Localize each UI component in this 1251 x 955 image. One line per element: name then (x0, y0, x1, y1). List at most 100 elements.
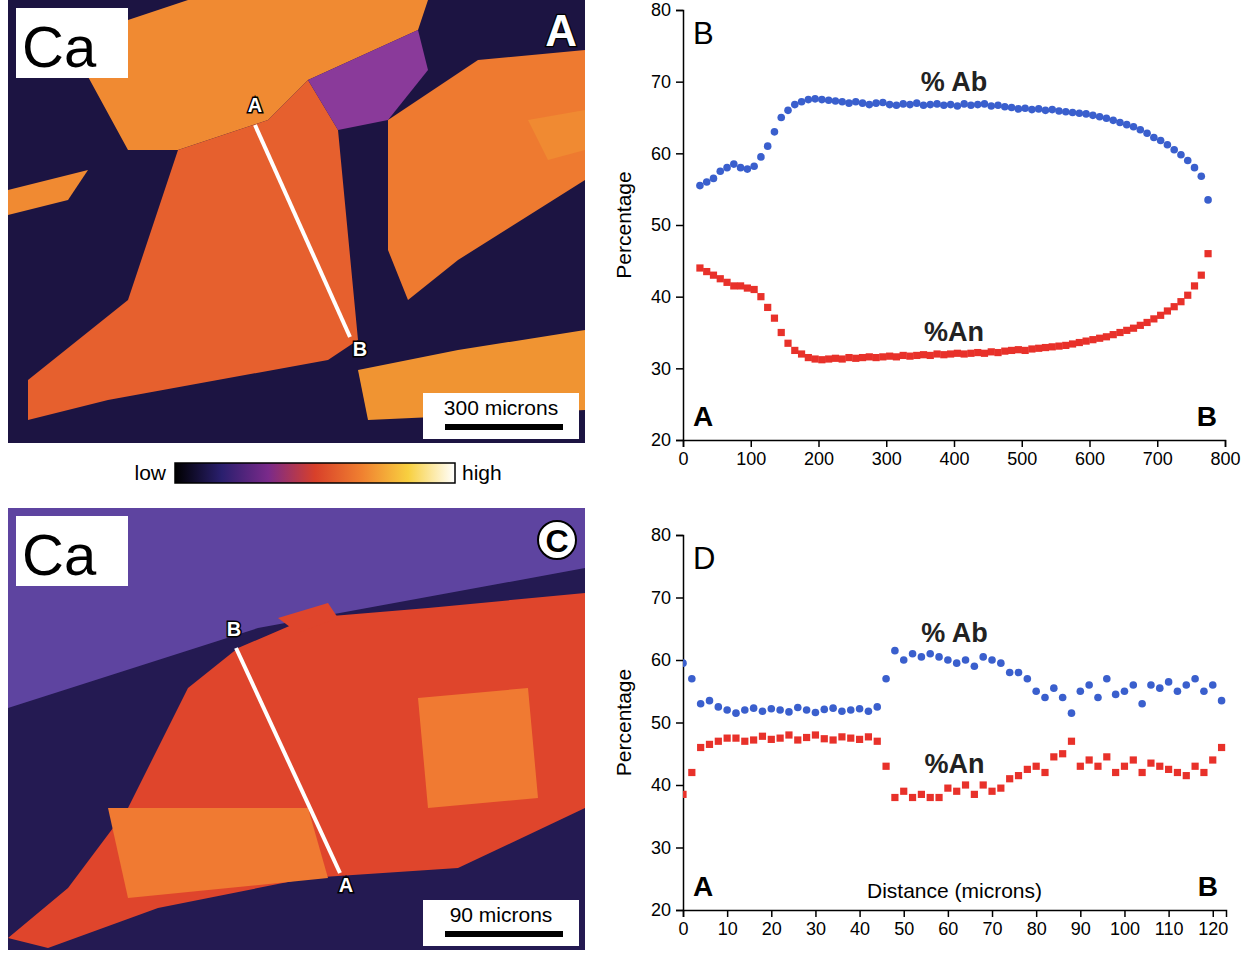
data-point (838, 98, 846, 106)
data-point (829, 736, 836, 743)
data-point (899, 100, 907, 108)
data-point (1112, 691, 1120, 699)
data-point (818, 356, 825, 363)
data-point (1200, 769, 1207, 776)
data-point (785, 708, 793, 716)
tick-mark (1124, 910, 1126, 917)
tick-label: 20 (762, 919, 782, 939)
x-axis: 0100200300400500600700800 (678, 440, 1240, 469)
element-map: CaAAB300 microns (8, 0, 585, 443)
data-point (820, 706, 828, 714)
data-point (1191, 675, 1199, 683)
data-point (1209, 756, 1216, 763)
tick: 100 (1110, 910, 1140, 939)
data-point (1032, 687, 1040, 695)
data-point (767, 705, 775, 713)
data-point (886, 101, 894, 109)
data-point (1191, 164, 1199, 172)
tick-mark (683, 910, 685, 917)
tick: 30 (651, 838, 683, 858)
data-point (1083, 338, 1090, 345)
data-point (1164, 307, 1171, 314)
tick: 400 (939, 440, 969, 469)
tick: 40 (651, 775, 683, 795)
data-point (744, 284, 751, 291)
mineral-grain (358, 330, 585, 420)
data-point (706, 697, 714, 705)
title-box (16, 516, 128, 586)
data-point (994, 102, 1002, 110)
data-point (1110, 331, 1117, 338)
tick-mark (676, 597, 683, 599)
series-label: % Ab (921, 67, 988, 97)
scale-bar-label: 90 microns (450, 903, 553, 926)
data-point (764, 304, 771, 311)
data-point (1077, 687, 1085, 695)
data-point (791, 101, 799, 109)
map-title: Ca (22, 14, 97, 79)
data-point (906, 101, 914, 109)
data-point (886, 353, 893, 360)
data-point (732, 709, 740, 717)
data-point (818, 96, 826, 104)
data-point (900, 788, 907, 795)
data-point (825, 97, 833, 105)
data-point (1015, 669, 1023, 677)
tick-label: 60 (938, 919, 958, 939)
tick-mark (676, 296, 683, 298)
tick: 50 (651, 713, 683, 733)
data-point (1150, 134, 1158, 142)
map-title: Ca (22, 522, 97, 587)
tick-label: 120 (1198, 919, 1228, 939)
data-point (913, 99, 921, 107)
data-point (866, 353, 873, 360)
data-point (1015, 772, 1022, 779)
data-point (909, 650, 917, 658)
data-point (944, 656, 952, 664)
data-point (935, 653, 943, 661)
data-point (723, 279, 730, 286)
data-point (1050, 684, 1058, 692)
tick: 700 (1143, 440, 1173, 469)
tick: 80 (651, 0, 683, 20)
scale-bar-label: 300 microns (444, 396, 558, 419)
tick: 500 (1007, 440, 1037, 469)
data-point (988, 348, 995, 355)
data-point (953, 788, 960, 795)
tick-label: 50 (651, 215, 671, 235)
panel-letter-badge (538, 521, 576, 559)
tick: 40 (850, 910, 870, 939)
data-point (1182, 681, 1190, 689)
data-point (1077, 763, 1084, 770)
data-point (953, 659, 961, 667)
data-point (737, 282, 744, 289)
axis-line (684, 911, 1227, 918)
tick-label: 800 (1210, 449, 1240, 469)
data-point (771, 128, 779, 136)
y-axis: 20304050607080 (651, 525, 684, 920)
data-point (962, 656, 970, 664)
tick-mark (954, 440, 956, 447)
data-point (913, 352, 920, 359)
tick: 120 (1198, 910, 1228, 939)
tick-label: 0 (678, 919, 688, 939)
tick: 20 (762, 910, 782, 939)
tick-label: 700 (1143, 449, 1173, 469)
data-point (832, 355, 839, 362)
tick: 80 (651, 525, 683, 545)
data-point (927, 352, 934, 359)
tick-label: 20 (651, 430, 671, 450)
series (696, 250, 1211, 363)
tick: 10 (718, 910, 738, 939)
data-point (1033, 763, 1040, 770)
data-point (791, 347, 798, 354)
data-point (1024, 766, 1031, 773)
transect-end-label: B (353, 338, 367, 360)
series (683, 647, 1225, 717)
tick-mark (903, 910, 905, 917)
axis-line (676, 536, 684, 911)
data-point (1209, 681, 1217, 689)
tick-mark (676, 535, 683, 537)
data-point (811, 95, 819, 103)
data-point (1050, 753, 1057, 760)
